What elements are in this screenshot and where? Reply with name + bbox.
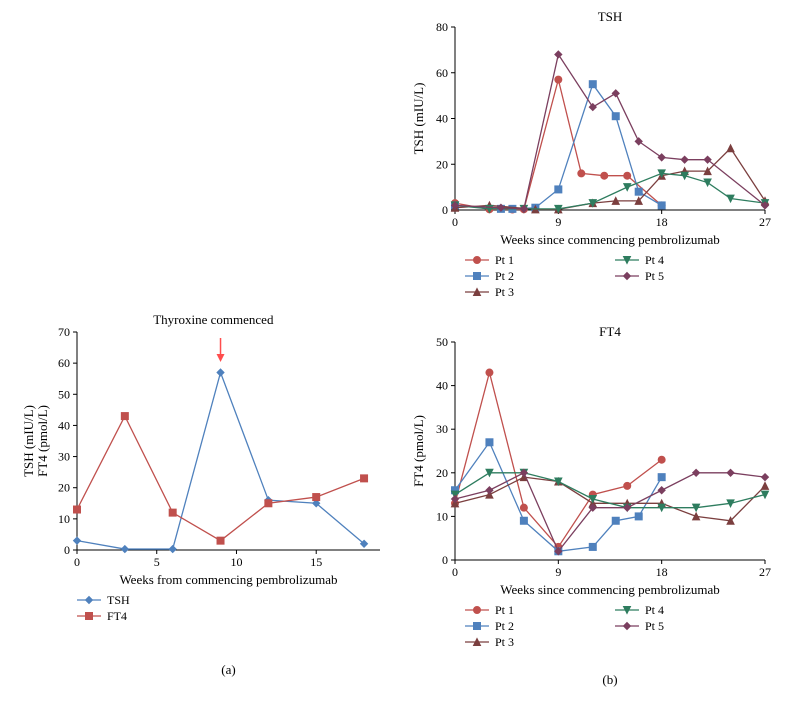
svg-text:FT4: FT4 xyxy=(107,609,127,623)
svg-text:10: 10 xyxy=(230,555,242,569)
svg-text:40: 40 xyxy=(58,418,70,432)
svg-text:0: 0 xyxy=(74,555,80,569)
svg-text:Weeks since commencing pembrol: Weeks since commencing pembrolizumab xyxy=(500,232,720,247)
svg-text:Pt 3: Pt 3 xyxy=(495,285,514,299)
svg-text:0: 0 xyxy=(452,565,458,579)
svg-text:60: 60 xyxy=(436,66,448,80)
svg-text:40: 40 xyxy=(436,379,448,393)
svg-text:Weeks since commencing pembrol: Weeks since commencing pembrolizumab xyxy=(500,582,720,597)
svg-text:0: 0 xyxy=(64,543,70,557)
svg-text:FT4: FT4 xyxy=(599,324,621,339)
svg-text:TSH: TSH xyxy=(107,593,130,607)
svg-text:0: 0 xyxy=(452,215,458,229)
svg-text:Pt 4: Pt 4 xyxy=(645,253,664,267)
svg-text:15: 15 xyxy=(310,555,322,569)
svg-text:Pt 3: Pt 3 xyxy=(495,635,514,649)
svg-text:70: 70 xyxy=(58,325,70,339)
svg-text:18: 18 xyxy=(656,565,668,579)
svg-text:30: 30 xyxy=(58,450,70,464)
svg-text:Thyroxine commenced: Thyroxine commenced xyxy=(153,312,274,327)
svg-text:18: 18 xyxy=(656,215,668,229)
svg-text:10: 10 xyxy=(58,512,70,526)
svg-text:Pt 1: Pt 1 xyxy=(495,603,514,617)
svg-text:FT4 (pmol/L): FT4 (pmol/L) xyxy=(411,415,426,487)
svg-text:(a): (a) xyxy=(221,662,235,677)
svg-text:Pt 5: Pt 5 xyxy=(645,269,664,283)
svg-text:TSH: TSH xyxy=(598,9,623,24)
svg-text:60: 60 xyxy=(58,356,70,370)
svg-text:Pt 1: Pt 1 xyxy=(495,253,514,267)
svg-text:27: 27 xyxy=(759,565,771,579)
svg-text:20: 20 xyxy=(436,157,448,171)
svg-text:Pt 2: Pt 2 xyxy=(495,619,514,633)
svg-text:40: 40 xyxy=(436,112,448,126)
svg-text:80: 80 xyxy=(436,20,448,34)
svg-text:20: 20 xyxy=(58,481,70,495)
svg-text:0: 0 xyxy=(442,553,448,567)
svg-text:0: 0 xyxy=(442,203,448,217)
svg-text:50: 50 xyxy=(58,387,70,401)
svg-text:TSH (mIU/L)FT4 (pmol/L): TSH (mIU/L)FT4 (pmol/L) xyxy=(21,405,50,477)
svg-text:TSH (mIU/L): TSH (mIU/L) xyxy=(411,83,426,155)
svg-text:9: 9 xyxy=(555,215,561,229)
svg-text:27: 27 xyxy=(759,215,771,229)
svg-text:20: 20 xyxy=(436,466,448,480)
svg-text:Weeks from commencing pembroli: Weeks from commencing pembrolizumab xyxy=(119,572,337,587)
svg-text:Pt 5: Pt 5 xyxy=(645,619,664,633)
svg-text:Pt 2: Pt 2 xyxy=(495,269,514,283)
svg-text:50: 50 xyxy=(436,335,448,349)
svg-text:9: 9 xyxy=(555,565,561,579)
svg-text:Pt 4: Pt 4 xyxy=(645,603,664,617)
svg-text:5: 5 xyxy=(154,555,160,569)
svg-text:(b): (b) xyxy=(602,672,617,687)
svg-text:30: 30 xyxy=(436,422,448,436)
svg-text:10: 10 xyxy=(436,509,448,523)
